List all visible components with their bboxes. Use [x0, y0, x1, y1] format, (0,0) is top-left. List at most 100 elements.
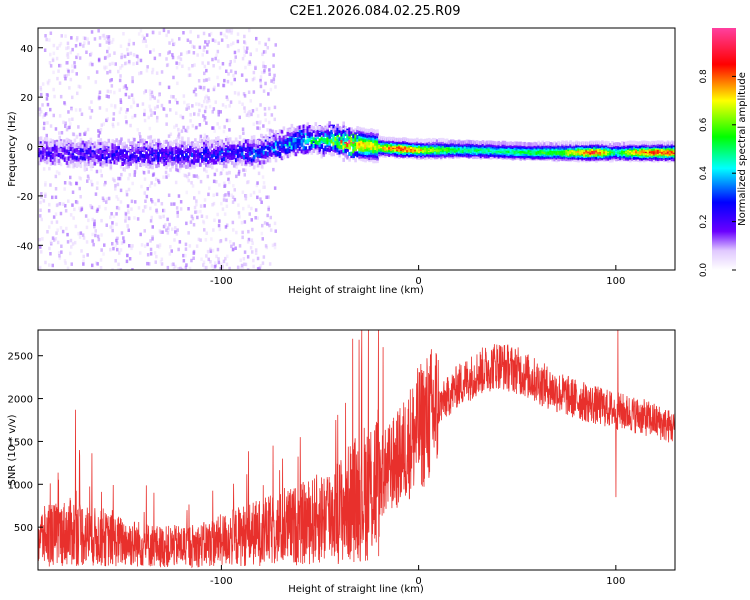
spectrogram-noise-cell — [119, 200, 123, 204]
spectrogram-noise-cell — [203, 64, 207, 69]
spectrogram-noise-cell — [243, 106, 246, 110]
spectrogram-cell — [513, 143, 517, 148]
spectrogram-cell — [497, 144, 501, 149]
spectrogram-noise-cell — [49, 252, 52, 256]
spectrogram-cell — [431, 146, 435, 151]
spectrogram-cell — [503, 147, 507, 152]
spectrogram-noise-cell — [221, 103, 225, 107]
spectrogram-cell — [195, 158, 198, 163]
spectrogram-cell — [228, 152, 232, 157]
spectrogram-noise-cell — [42, 126, 46, 131]
spectrogram-noise-cell — [202, 260, 206, 264]
spectrogram-noise-cell — [207, 61, 210, 65]
spectrogram-cell — [103, 151, 107, 156]
spectrogram-cell — [428, 137, 431, 142]
spectrogram-noise-cell — [39, 245, 42, 249]
spectrogram-noise-cell — [229, 100, 233, 104]
spectrogram-cell — [296, 125, 300, 130]
spectrogram-noise-cell — [107, 54, 110, 59]
spectrogram-noise-cell — [240, 220, 244, 225]
spectrogram-cell — [179, 144, 182, 149]
spectrogram-cell — [457, 151, 461, 156]
spectrogram-noise-cell — [67, 72, 70, 76]
spectrogram-noise-cell — [64, 76, 67, 81]
spectrogram-cell — [648, 157, 652, 162]
spectrogram-noise-cell — [97, 58, 101, 63]
spectrogram-cell — [360, 154, 363, 159]
spectrogram-noise-cell — [204, 238, 208, 242]
spectrogram-cell — [344, 138, 347, 143]
spectrogram-cell — [220, 160, 224, 165]
spectrogram-cell — [603, 147, 606, 152]
spectrogram-noise-cell — [112, 112, 116, 116]
spectrogram-noise-cell — [113, 51, 116, 55]
spectrogram-noise-cell — [136, 103, 139, 108]
spectrogram-cell — [585, 148, 588, 153]
spectrogram-cell — [410, 148, 413, 153]
spectrogram-noise-cell — [217, 257, 220, 261]
spectrogram-cell — [232, 155, 236, 160]
spectrogram-noise-cell — [71, 64, 74, 68]
spectrogram-cell — [527, 142, 531, 147]
spectrogram-noise-cell — [111, 268, 114, 270]
spectrogram-cell — [211, 152, 214, 157]
spectrogram-cell — [254, 139, 258, 144]
spectrogram-noise-cell — [235, 230, 238, 235]
spectrogram-noise-cell — [243, 34, 246, 39]
spectrogram-noise-cell — [259, 75, 263, 79]
spectrogram-noise-cell — [101, 34, 105, 38]
spectrogram-cell — [125, 160, 128, 165]
spectrogram-cell — [533, 141, 537, 146]
spectrogram-cell — [47, 149, 51, 154]
spectrogram-noise-cell — [176, 228, 179, 232]
spectrogram-cell — [288, 132, 292, 137]
spectrogram-cell — [292, 141, 296, 146]
spectrogram-cell — [163, 145, 166, 149]
spectrogram-noise-cell — [133, 162, 136, 166]
spectrogram-cell — [376, 154, 379, 159]
spectrogram-noise-cell — [38, 107, 42, 111]
spectrogram-cell — [189, 158, 192, 163]
spectrogram-cell — [209, 146, 212, 151]
spectrogram-cell — [89, 160, 93, 164]
spectrogram-cell — [447, 151, 451, 156]
spectrogram-cell — [153, 153, 156, 158]
spectrogram-cell — [71, 143, 75, 148]
spectrogram-noise-cell — [66, 61, 69, 65]
spectrogram-noise-cell — [93, 219, 96, 223]
spectrogram-noise-cell — [95, 169, 99, 174]
spectrogram-noise-cell — [262, 64, 265, 69]
spectrogram-noise-cell — [98, 43, 102, 47]
spectrogram-noise-cell — [167, 173, 170, 178]
spectrogram-cell — [639, 144, 642, 149]
spectrogram-cell — [258, 151, 262, 156]
spectrogram-noise-cell — [192, 249, 196, 254]
spectrogram-noise-cell — [142, 209, 145, 213]
spectrogram-noise-cell — [112, 117, 115, 121]
spectrogram-cell — [252, 139, 256, 144]
spectrogram-noise-cell — [146, 242, 149, 247]
spectrogram-cell — [553, 157, 556, 162]
spectrogram-cell — [623, 154, 626, 159]
spectrogram-cell — [215, 151, 218, 156]
spectrogram-noise-cell — [182, 253, 185, 258]
spectrogram-noise-cell — [187, 178, 190, 183]
spectrogram-noise-cell — [145, 44, 148, 48]
spectrogram-noise-cell — [143, 36, 146, 41]
spectrogram-cell — [617, 142, 620, 147]
spectrogram-noise-cell — [78, 206, 81, 211]
spectrogram-noise-cell — [213, 172, 217, 177]
spectrogram-cell — [654, 155, 658, 160]
spectrogram-cell — [115, 156, 118, 161]
spectrogram-noise-cell — [254, 251, 258, 255]
spectrogram-cell — [209, 142, 212, 147]
spectrogram-noise-cell — [166, 226, 170, 230]
spectrogram-cell — [569, 140, 572, 145]
spectrogram-cell — [364, 128, 367, 133]
spectrogram-cell — [71, 155, 75, 160]
spectrogram-noise-cell — [218, 183, 221, 187]
spectrogram-noise-cell — [109, 89, 112, 94]
spectrogram-noise-cell — [241, 235, 244, 240]
spectrogram-cell — [505, 144, 509, 149]
